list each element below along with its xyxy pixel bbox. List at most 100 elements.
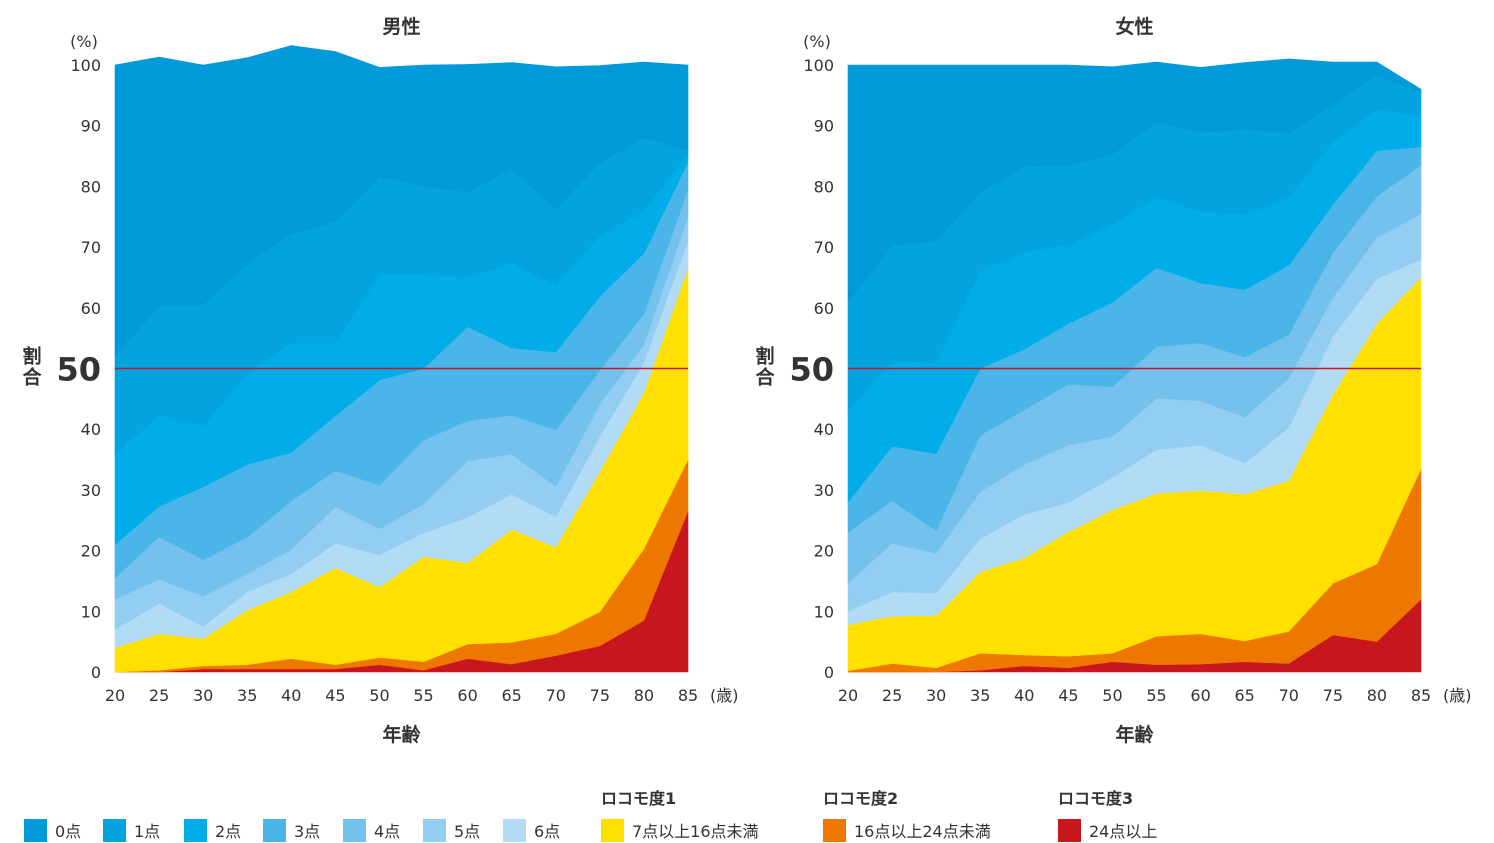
x-tick-label: 40 xyxy=(1014,686,1034,705)
y-axis-title: 割合 xyxy=(22,345,42,389)
x-tick-label: 50 xyxy=(369,686,389,705)
legend-label: 4点 xyxy=(374,822,401,841)
y-tick-label: 10 xyxy=(81,602,101,621)
y-tick-label: 80 xyxy=(814,177,834,196)
legend-swatch xyxy=(503,818,526,842)
y-tick-label: 30 xyxy=(81,481,101,500)
x-tick-label: 45 xyxy=(325,686,345,705)
y-unit-label: (%) xyxy=(803,32,831,51)
chart-panel-0 xyxy=(114,45,689,673)
legend-swatch xyxy=(24,818,47,842)
x-tick-label: 75 xyxy=(590,686,610,705)
x-tick-label: 50 xyxy=(1102,686,1122,705)
legend-swatch xyxy=(1058,818,1081,842)
y-tick-label: 100 xyxy=(70,56,101,75)
y-tick-label-emphasized: 50 xyxy=(789,351,834,389)
x-tick-label: 70 xyxy=(546,686,566,705)
legend-label: 7点以上16点未満 xyxy=(632,822,759,841)
y-axis-title: 割合 xyxy=(755,345,775,389)
y-tick-label-emphasized: 50 xyxy=(56,351,101,389)
legend-item-0: 0点 xyxy=(24,817,81,843)
legend-swatch xyxy=(103,818,126,842)
y-tick-label: 90 xyxy=(81,117,101,136)
panel-title: 女性 xyxy=(1115,15,1153,38)
chart-panel-1 xyxy=(847,58,1422,673)
x-tick-label: 75 xyxy=(1323,686,1343,705)
area-series-9 xyxy=(847,58,1422,303)
x-tick-label: 45 xyxy=(1058,686,1078,705)
x-tick-label: 40 xyxy=(281,686,301,705)
legend-label: 2点 xyxy=(215,822,242,841)
x-tick-label: 20 xyxy=(838,686,858,705)
x-tick-label: 80 xyxy=(1367,686,1387,705)
x-unit-label: (歳) xyxy=(710,686,739,705)
legend-group-locomo3: ロコモ度3 xyxy=(1058,789,1134,808)
x-axis-title: 年齢 xyxy=(382,723,421,746)
x-tick-label: 85 xyxy=(1411,686,1431,705)
legend-label: 0点 xyxy=(55,822,82,841)
x-tick-label: 30 xyxy=(926,686,946,705)
legend-label: 5点 xyxy=(454,822,481,841)
y-tick-label: 70 xyxy=(814,238,834,257)
y-tick-label: 60 xyxy=(81,299,101,318)
x-tick-label: 60 xyxy=(1190,686,1210,705)
legend-item-4: 4点 xyxy=(343,817,400,843)
legend-group-locomo2: ロコモ度2 xyxy=(823,789,899,808)
panel-title: 男性 xyxy=(382,15,420,38)
y-tick-label: 80 xyxy=(81,177,101,196)
y-tick-label: 100 xyxy=(803,56,834,75)
legend-swatch xyxy=(601,818,624,842)
x-tick-label: 65 xyxy=(1235,686,1255,705)
legend-item-6: 6点 xyxy=(503,817,560,843)
x-tick-label: 30 xyxy=(193,686,213,705)
x-tick-label: 70 xyxy=(1279,686,1299,705)
legend-swatch xyxy=(823,818,846,842)
legend-item-5: 5点 xyxy=(423,817,480,843)
y-tick-label: 10 xyxy=(814,602,834,621)
legend-group-locomo1: ロコモ度1 xyxy=(601,789,677,808)
x-tick-label: 55 xyxy=(413,686,433,705)
legend-item-1: 1点 xyxy=(103,817,160,843)
legend-label: 3点 xyxy=(294,822,321,841)
x-tick-label: 80 xyxy=(634,686,654,705)
legend-label: 1点 xyxy=(134,822,161,841)
legend-item-3: 3点 xyxy=(263,817,320,843)
x-axis-title: 年齢 xyxy=(1115,723,1154,746)
x-tick-label: 65 xyxy=(502,686,522,705)
legend-swatch xyxy=(423,818,446,842)
y-tick-label: 0 xyxy=(824,663,834,682)
legend-label: 24点以上 xyxy=(1089,822,1158,841)
y-tick-label: 20 xyxy=(81,542,101,561)
x-tick-label: 60 xyxy=(457,686,477,705)
legend-label: 16点以上24点未満 xyxy=(854,822,991,841)
legend-item-9: 24点以上 xyxy=(1058,817,1157,843)
y-axis-title-char: 合 xyxy=(755,366,775,389)
legend-item-7: 7点以上16点未満 xyxy=(601,817,759,843)
x-tick-label: 35 xyxy=(970,686,990,705)
legend-item-8: 16点以上24点未満 xyxy=(823,817,991,843)
y-tick-label: 70 xyxy=(81,238,101,257)
x-tick-label: 25 xyxy=(882,686,902,705)
y-tick-label: 20 xyxy=(814,542,834,561)
x-tick-label: 20 xyxy=(105,686,125,705)
x-tick-label: 85 xyxy=(678,686,698,705)
legend-swatch xyxy=(343,818,366,842)
legend-swatch xyxy=(184,818,207,842)
y-tick-label: 30 xyxy=(814,481,834,500)
legend-label: 6点 xyxy=(534,822,561,841)
y-axis-title-char: 合 xyxy=(22,366,42,389)
x-tick-label: 35 xyxy=(237,686,257,705)
y-axis-title-char: 割 xyxy=(755,345,774,368)
y-tick-label: 90 xyxy=(814,117,834,136)
legend-item-2: 2点 xyxy=(184,817,241,843)
legend-swatch xyxy=(263,818,286,842)
y-axis-title-char: 割 xyxy=(22,345,41,368)
x-tick-label: 55 xyxy=(1146,686,1166,705)
y-tick-label: 40 xyxy=(814,420,834,439)
x-unit-label: (歳) xyxy=(1443,686,1472,705)
x-tick-label: 25 xyxy=(149,686,169,705)
area-series-9 xyxy=(114,45,689,358)
y-unit-label: (%) xyxy=(70,32,98,51)
y-tick-label: 40 xyxy=(81,420,101,439)
